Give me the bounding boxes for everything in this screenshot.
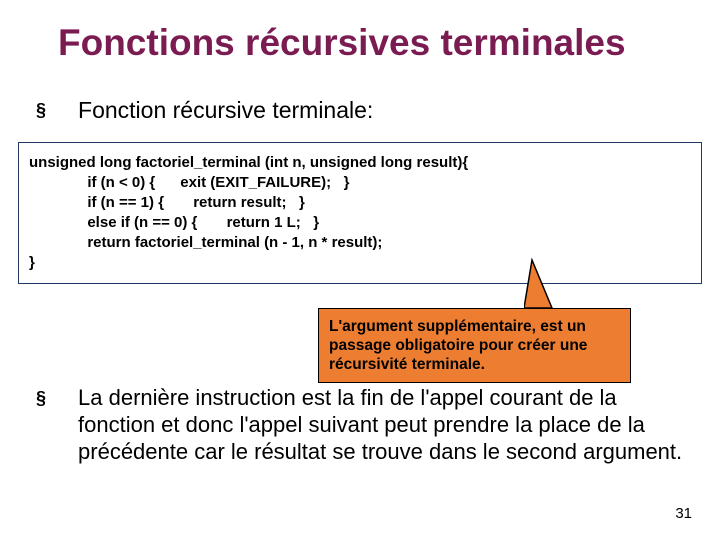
bullet-item-1: § Fonction récursive terminale: [0,64,720,124]
code-line: if (n == 1) { return result; } [29,193,691,213]
code-line: else if (n == 0) { return 1 L; } [29,213,691,233]
bullet-marker: § [36,96,46,124]
slide-title: Fonctions récursives terminales [0,0,720,64]
callout-box: L'argument supplémentaire, est un passag… [318,308,631,383]
bullet-text-1: Fonction récursive terminale: [78,96,373,124]
code-line: if (n < 0) { exit (EXIT_FAILURE); } [29,173,691,193]
callout-text: L'argument supplémentaire, est un passag… [329,317,620,374]
title-text: Fonctions récursives terminales [58,22,626,63]
code-block: unsigned long factoriel_terminal (int n,… [18,142,702,284]
code-line: unsigned long factoriel_terminal (int n,… [29,153,691,173]
code-line: return factoriel_terminal (n - 1, n * re… [29,233,691,253]
bullet-marker: § [36,384,46,412]
bullet-text-2: La dernière instruction est la fin de l'… [78,384,690,465]
code-line: } [29,253,691,273]
page-number: 31 [675,505,692,522]
